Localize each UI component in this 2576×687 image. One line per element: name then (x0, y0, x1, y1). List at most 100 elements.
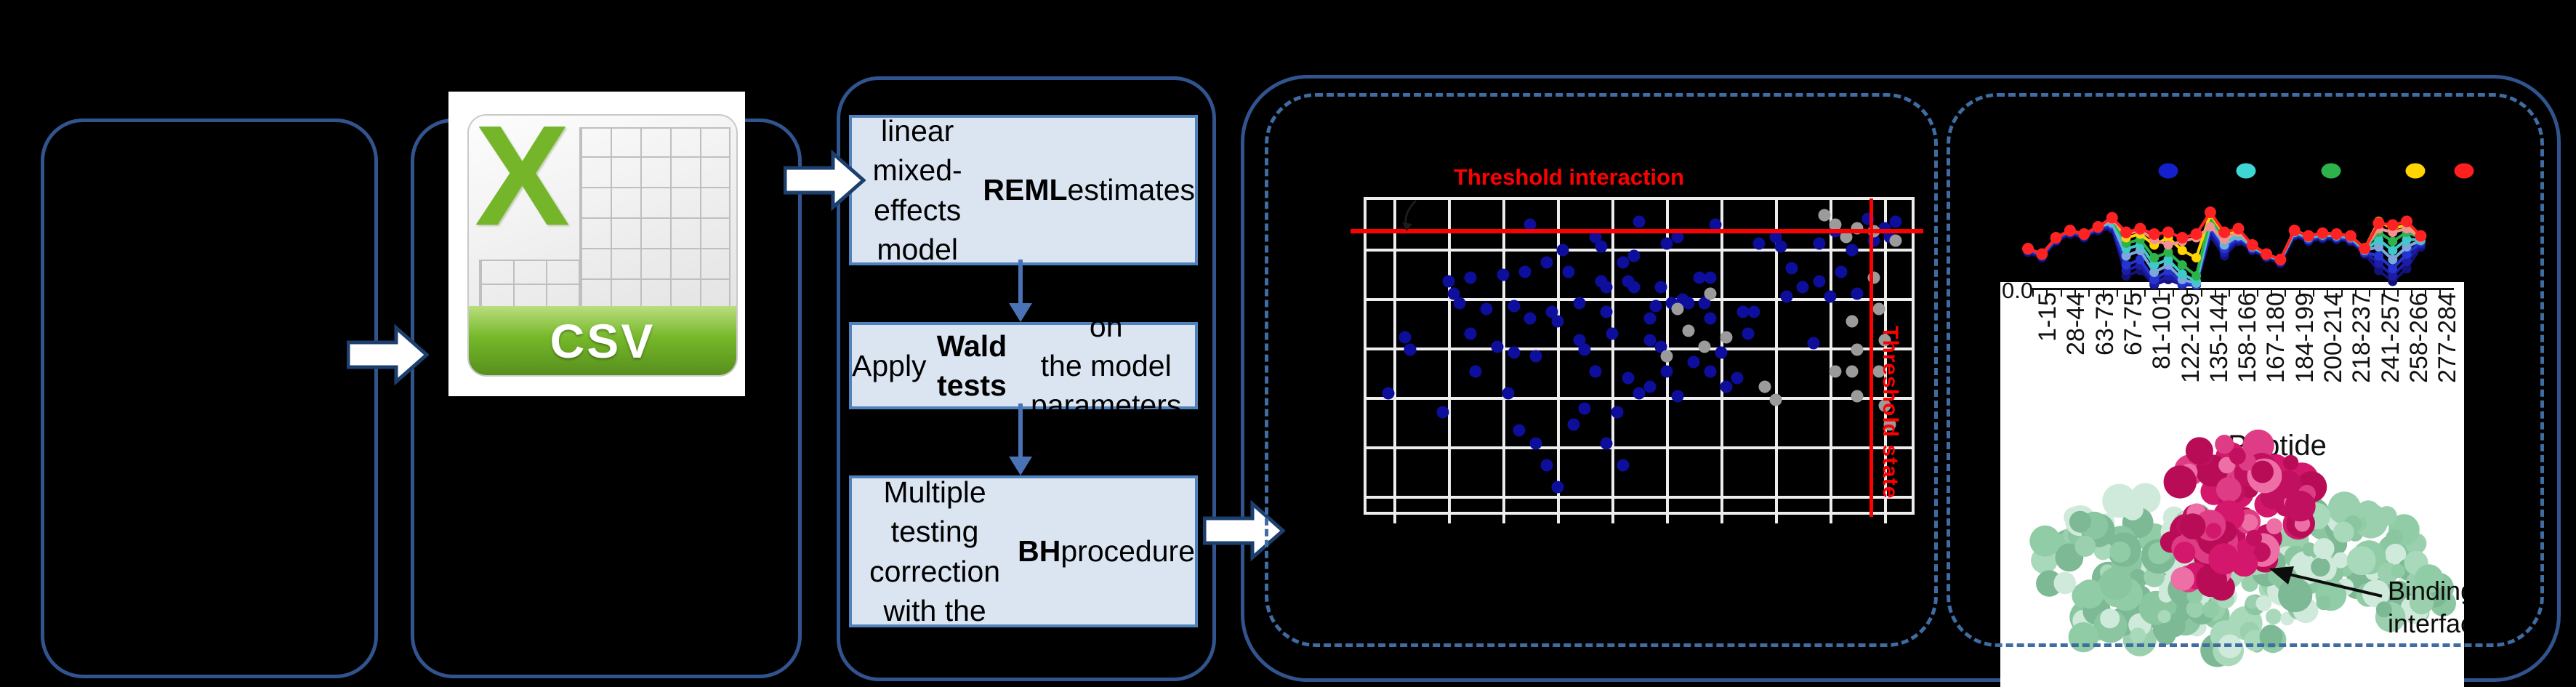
csv-file-icon: X CSV (467, 114, 738, 377)
profile-marker (2402, 264, 2412, 273)
interaction-point (1469, 365, 1482, 378)
state-point (1671, 302, 1683, 316)
panel-results (1241, 75, 2561, 682)
profile-marker (2374, 251, 2383, 261)
interaction-point (1807, 337, 1820, 350)
interaction-point (1398, 331, 1411, 344)
flow-arrow-icon (347, 324, 429, 386)
profile-marker (2106, 212, 2118, 224)
interaction-point (1813, 275, 1825, 288)
interaction-point (1747, 305, 1760, 318)
interaction-point (1736, 305, 1749, 318)
profile-marker (2092, 221, 2104, 233)
protein-surface (2029, 483, 2456, 667)
interaction-point (1824, 290, 1836, 303)
interaction-point (1447, 287, 1460, 300)
interaction-point (1731, 371, 1744, 385)
interaction-point (1780, 290, 1792, 303)
interaction-point (1611, 406, 1624, 419)
step-multiple-testing: Multiple testing correction with the BH … (849, 475, 1198, 627)
interaction-point (1704, 312, 1716, 325)
state-point (1889, 234, 1901, 247)
gridv (1611, 200, 1614, 512)
interaction-point (1453, 297, 1465, 310)
legend-marker-icon (2405, 163, 2426, 179)
interaction-point (1622, 371, 1635, 385)
profile-marker (2359, 243, 2371, 254)
x-axis-tick (2298, 290, 2301, 297)
state-point (1878, 399, 1891, 412)
gridh (1367, 446, 1912, 450)
interaction-point (1720, 380, 1733, 393)
binding-interface-arrow (2269, 566, 2383, 598)
profile-marker (2330, 228, 2343, 240)
interaction-point (1562, 265, 1574, 278)
interaction-point (1491, 340, 1504, 353)
x-axis-tick (2369, 290, 2371, 297)
x-axis-tick (2032, 290, 2034, 297)
x-axis-tick (2186, 290, 2189, 297)
profile-marker (2134, 222, 2146, 235)
interaction-point (1643, 380, 1657, 393)
state-point (1660, 350, 1673, 362)
stub (1666, 513, 1669, 523)
profile-marker (2288, 225, 2301, 236)
profile-marker (2372, 217, 2385, 229)
scatter-y2-label: Threshold state (1878, 326, 1902, 499)
x-axis-tick (2256, 290, 2258, 297)
interaction-point (1671, 390, 1683, 403)
interaction-point (1589, 365, 1602, 378)
down-arrow-icon (1009, 403, 1032, 475)
x-axis-tick (2060, 290, 2062, 297)
interaction-point (1404, 343, 1417, 356)
state-point (1704, 287, 1716, 300)
interaction-point (1606, 327, 1618, 340)
interaction-point (1671, 230, 1683, 244)
csv-banner-label: CSV (550, 313, 656, 368)
profile-marker (2149, 275, 2160, 284)
gridh (1367, 495, 1912, 499)
state-point (1846, 315, 1858, 328)
interaction-point (1813, 237, 1825, 250)
profile-marker (2163, 254, 2173, 265)
profile-marker (2232, 222, 2245, 235)
interaction-point (1578, 402, 1591, 415)
excel-x-glyph: X (475, 114, 570, 255)
interaction-point (1518, 265, 1531, 278)
profile-marker (2121, 260, 2131, 270)
profile-marker (2148, 228, 2160, 240)
interaction-point (1600, 437, 1613, 450)
interaction-point (1464, 271, 1476, 284)
x-axis-tick (2396, 290, 2399, 297)
state-point (1829, 218, 1842, 231)
state-point (1878, 334, 1891, 347)
profile-marker (2121, 251, 2131, 261)
x-axis-tick (2102, 290, 2104, 297)
x-axis-tick (2074, 290, 2076, 297)
gridh (1367, 297, 1912, 301)
profile-marker (2190, 228, 2202, 240)
down-arrow-icon (1009, 260, 1032, 322)
interaction-point (1497, 268, 1509, 281)
stub (1830, 513, 1832, 523)
interaction-point (1480, 302, 1493, 316)
interaction-point (1633, 215, 1646, 228)
plot-annotation-arrow (1402, 199, 1417, 231)
state-point (1818, 209, 1831, 222)
profile-marker (2163, 247, 2173, 257)
profile-marker (2303, 230, 2314, 242)
profile-marker (2246, 239, 2258, 251)
stub (1393, 513, 1396, 523)
interaction-point (1660, 237, 1673, 250)
interaction-point (1627, 281, 1640, 294)
interaction-point (1627, 249, 1640, 262)
profile-marker (2177, 269, 2187, 279)
profile-marker (2135, 254, 2145, 265)
interaction-point (1643, 334, 1657, 347)
stub (1502, 513, 1505, 523)
x-axis-tick (2130, 290, 2133, 297)
state-point (1851, 343, 1864, 356)
x-axis-tick (2354, 290, 2356, 297)
profile-marker (2120, 226, 2133, 238)
